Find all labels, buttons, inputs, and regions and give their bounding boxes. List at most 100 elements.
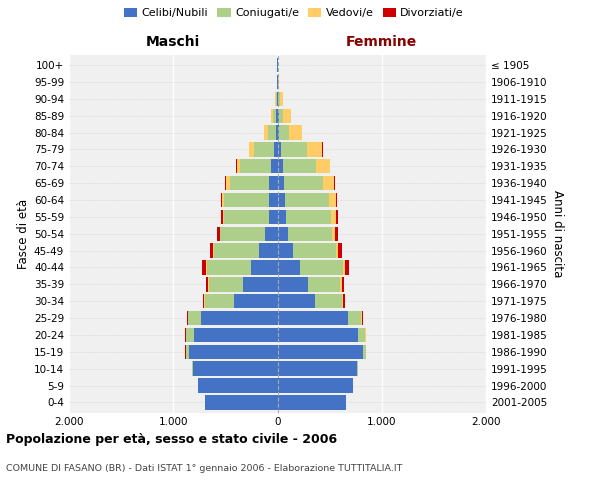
Bar bbox=[336, 193, 337, 207]
Bar bbox=[222, 193, 224, 207]
Bar bbox=[271, 108, 274, 123]
Y-axis label: Anni di nascita: Anni di nascita bbox=[551, 190, 564, 278]
Bar bbox=[277, 294, 315, 308]
Bar bbox=[226, 176, 230, 190]
Bar bbox=[358, 328, 365, 342]
Bar bbox=[205, 294, 234, 308]
Bar bbox=[243, 277, 277, 291]
Bar bbox=[277, 193, 285, 207]
Bar bbox=[188, 311, 202, 325]
Bar bbox=[210, 244, 214, 258]
Bar bbox=[349, 311, 361, 325]
Bar bbox=[275, 92, 276, 106]
Bar bbox=[224, 193, 269, 207]
Bar bbox=[221, 210, 223, 224]
Bar bbox=[293, 244, 336, 258]
Bar bbox=[277, 362, 357, 376]
Bar bbox=[186, 328, 194, 342]
Bar bbox=[192, 362, 193, 376]
Bar bbox=[269, 176, 277, 190]
Bar bbox=[288, 226, 332, 241]
Text: Maschi: Maschi bbox=[146, 35, 200, 49]
Bar bbox=[206, 277, 208, 291]
Bar bbox=[279, 126, 289, 140]
Bar bbox=[277, 226, 288, 241]
Bar bbox=[274, 108, 277, 123]
Bar bbox=[265, 126, 268, 140]
Bar bbox=[202, 311, 277, 325]
Bar bbox=[283, 159, 316, 174]
Bar bbox=[277, 378, 353, 392]
Bar bbox=[271, 159, 277, 174]
Bar bbox=[277, 126, 279, 140]
Bar bbox=[277, 176, 284, 190]
Bar bbox=[277, 210, 286, 224]
Legend: Celibi/Nubili, Coniugati/e, Vedovi/e, Divorziati/e: Celibi/Nubili, Coniugati/e, Vedovi/e, Di… bbox=[119, 3, 469, 22]
Bar bbox=[189, 344, 277, 359]
Bar bbox=[301, 260, 343, 274]
Bar bbox=[277, 328, 358, 342]
Bar bbox=[281, 142, 307, 156]
Bar bbox=[277, 311, 349, 325]
Bar bbox=[307, 142, 322, 156]
Bar bbox=[223, 210, 224, 224]
Bar bbox=[277, 260, 301, 274]
Bar bbox=[265, 226, 277, 241]
Bar bbox=[336, 244, 338, 258]
Bar bbox=[259, 244, 277, 258]
Bar bbox=[277, 142, 281, 156]
Bar bbox=[203, 294, 205, 308]
Bar bbox=[234, 294, 277, 308]
Bar bbox=[221, 193, 222, 207]
Bar bbox=[335, 226, 338, 241]
Bar bbox=[329, 193, 336, 207]
Bar bbox=[342, 294, 343, 308]
Bar bbox=[363, 344, 365, 359]
Bar bbox=[237, 159, 240, 174]
Bar bbox=[187, 311, 188, 325]
Bar bbox=[280, 92, 283, 106]
Bar bbox=[277, 244, 293, 258]
Bar bbox=[315, 294, 342, 308]
Bar bbox=[251, 260, 277, 274]
Bar bbox=[269, 193, 277, 207]
Bar bbox=[334, 176, 335, 190]
Bar bbox=[278, 92, 280, 106]
Bar bbox=[217, 226, 220, 241]
Bar bbox=[341, 277, 344, 291]
Bar bbox=[323, 176, 334, 190]
Bar bbox=[277, 395, 346, 409]
Bar bbox=[343, 294, 345, 308]
Bar bbox=[278, 108, 283, 123]
Bar bbox=[289, 126, 302, 140]
Bar bbox=[308, 277, 340, 291]
Bar bbox=[316, 159, 329, 174]
Bar bbox=[274, 142, 277, 156]
Bar bbox=[209, 277, 243, 291]
Bar bbox=[286, 210, 331, 224]
Bar bbox=[205, 395, 277, 409]
Bar bbox=[269, 210, 277, 224]
Bar bbox=[277, 344, 363, 359]
Bar bbox=[345, 260, 349, 274]
Bar bbox=[250, 142, 254, 156]
Bar bbox=[198, 378, 277, 392]
Bar bbox=[361, 311, 362, 325]
Bar bbox=[277, 277, 308, 291]
Bar bbox=[214, 244, 259, 258]
Bar bbox=[277, 159, 283, 174]
Bar bbox=[186, 344, 189, 359]
Bar bbox=[224, 210, 269, 224]
Bar bbox=[277, 108, 278, 123]
Bar bbox=[283, 108, 291, 123]
Bar bbox=[206, 260, 251, 274]
Bar bbox=[340, 277, 341, 291]
Bar bbox=[276, 126, 277, 140]
Bar bbox=[357, 362, 358, 376]
Bar bbox=[362, 311, 363, 325]
Text: COMUNE DI FASANO (BR) - Dati ISTAT 1° gennaio 2006 - Elaborazione TUTTITALIA.IT: COMUNE DI FASANO (BR) - Dati ISTAT 1° ge… bbox=[6, 464, 403, 473]
Bar bbox=[202, 260, 206, 274]
Bar bbox=[338, 244, 342, 258]
Bar bbox=[332, 226, 335, 241]
Bar bbox=[230, 176, 269, 190]
